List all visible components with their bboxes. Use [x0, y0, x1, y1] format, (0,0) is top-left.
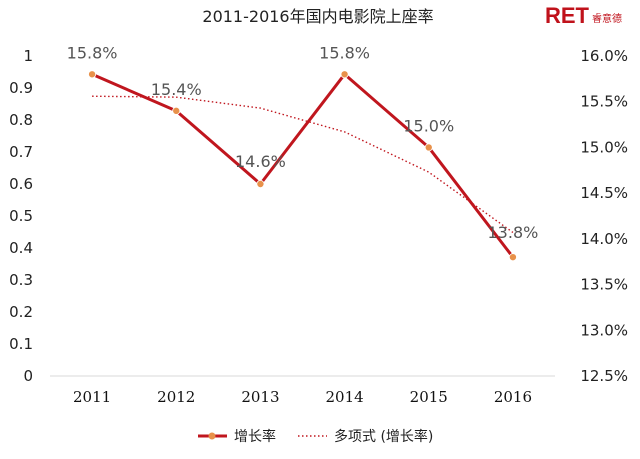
chart-title: 2011-2016年国内电影院上座率: [202, 7, 433, 26]
x-axis: 2011 2012 2013 2014 2015 2016: [50, 375, 555, 406]
legend-item-growth-rate: 增长率: [198, 428, 276, 445]
right-y-axis: 12.5% 13.0% 13.5% 14.0% 14.5% 15.0% 15.5% 16.0%: [580, 47, 628, 385]
y-left-tick-label: 0.1: [9, 335, 33, 353]
y-left-tick-label: 0.4: [9, 239, 33, 257]
x-tick-label: 2013: [241, 388, 279, 406]
data-label: 14.6%: [235, 152, 286, 171]
data-label: 15.8%: [67, 43, 118, 62]
y-left-tick-label: 0.7: [9, 143, 33, 161]
growth-rate-series: [88, 70, 517, 262]
brand-logo-text: RET: [545, 3, 590, 28]
legend-item-trendline: 多项式 (增长率): [298, 428, 433, 445]
data-point: [508, 253, 517, 262]
y-right-tick-label: 16.0%: [580, 47, 628, 65]
y-left-tick-label: 1: [23, 47, 33, 65]
y-left-tick-label: 0.6: [9, 175, 33, 193]
x-tick-label: 2016: [494, 388, 532, 406]
x-tick-label: 2014: [325, 388, 363, 406]
data-label: 15.8%: [319, 43, 370, 62]
trendline-series: [92, 95, 514, 234]
data-point: [424, 143, 433, 152]
y-left-tick-label: 0.5: [9, 207, 33, 225]
y-right-tick-label: 15.0%: [580, 138, 628, 156]
x-tick-label: 2011: [73, 388, 111, 406]
data-point: [256, 179, 265, 188]
legend-label-growth-rate: 增长率: [234, 428, 276, 445]
y-right-tick-label: 14.5%: [580, 184, 628, 202]
legend-label-trendline: 多项式 (增长率): [334, 428, 433, 445]
y-left-tick-label: 0.9: [9, 79, 33, 97]
data-label: 15.4%: [151, 80, 202, 99]
x-tick-label: 2015: [410, 388, 448, 406]
y-right-tick-label: 13.0%: [580, 321, 628, 339]
data-label: 13.8%: [488, 223, 539, 242]
growth-rate-line: [91, 72, 515, 259]
brand-logo: RET 睿意德: [545, 3, 622, 28]
y-right-tick-label: 14.0%: [580, 230, 628, 248]
data-point: [172, 106, 181, 115]
x-tick-label: 2012: [157, 388, 195, 406]
y-left-tick-label: 0.3: [9, 271, 33, 289]
y-left-tick-label: 0.2: [9, 303, 33, 321]
left-y-axis: 0 0.1 0.2 0.3 0.4 0.5 0.6 0.7 0.8 0.9 1: [9, 47, 33, 385]
legend-marker-growth-rate: [208, 432, 216, 440]
legend: 增长率 多项式 (增长率): [198, 428, 433, 445]
data-label: 15.0%: [403, 116, 454, 135]
y-right-tick-label: 13.5%: [580, 276, 628, 294]
trendline: [92, 95, 514, 234]
y-right-tick-label: 15.5%: [580, 93, 628, 111]
data-labels: 15.8% 15.4% 14.6% 15.8% 15.0% 13.8%: [67, 43, 539, 242]
y-left-tick-label: 0.8: [9, 111, 33, 129]
brand-logo-subtext: 睿意德: [592, 12, 622, 25]
data-point: [340, 70, 349, 79]
y-left-tick-label: 0: [23, 367, 33, 385]
data-point: [88, 70, 97, 79]
y-right-tick-label: 12.5%: [580, 367, 628, 385]
